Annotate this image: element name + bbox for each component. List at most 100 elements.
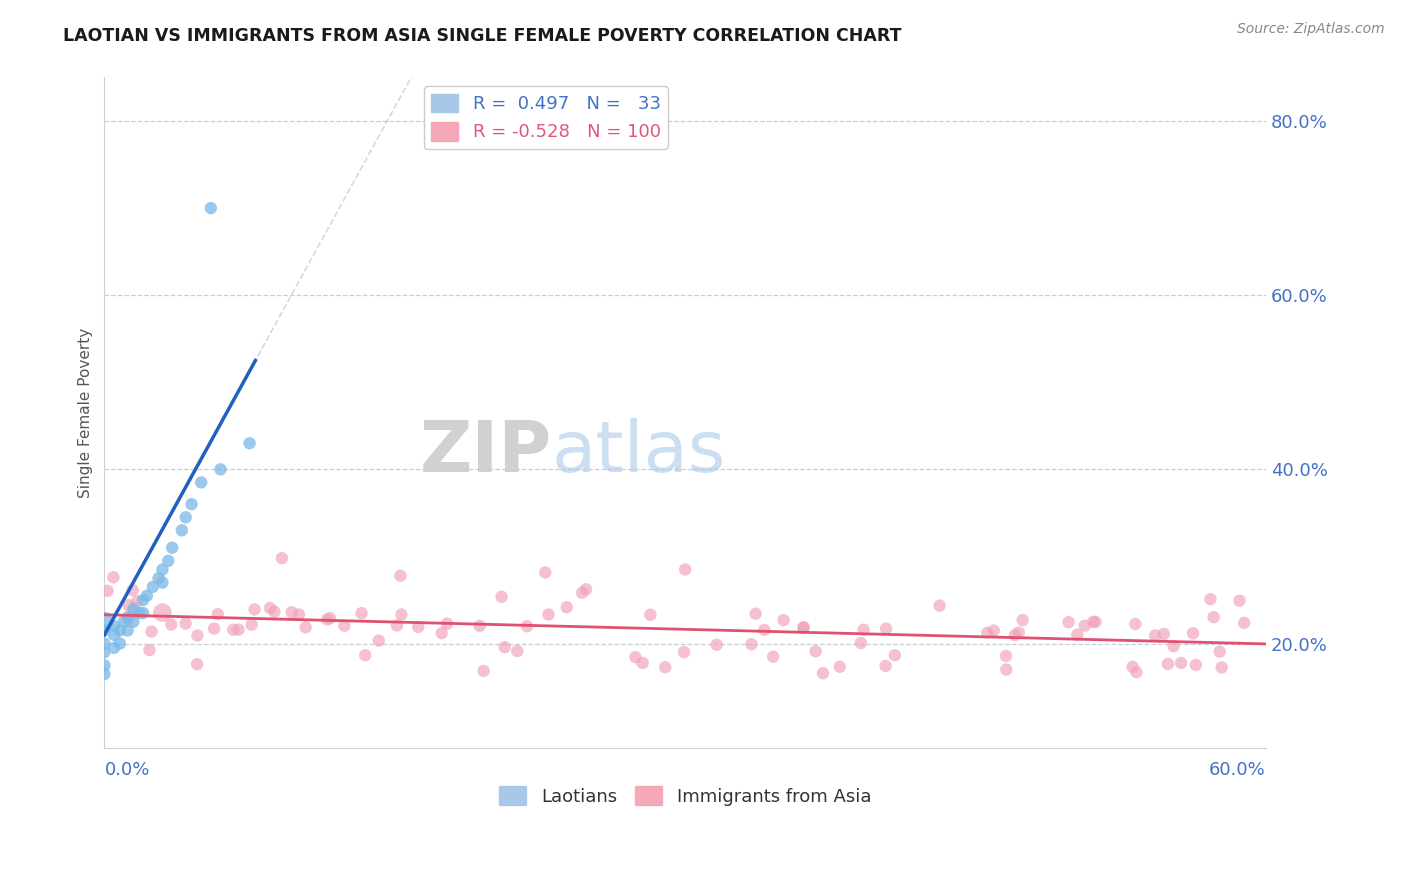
Point	[190, 475, 212, 490]
Point	[200, 201, 222, 215]
Point	[259, 601, 281, 615]
Point	[117, 610, 139, 624]
Point	[202, 622, 225, 636]
Point	[983, 624, 1005, 638]
Point	[555, 600, 578, 615]
Point	[160, 541, 183, 555]
Point	[209, 462, 232, 476]
Point	[468, 619, 491, 633]
Point	[1182, 626, 1205, 640]
Point	[575, 582, 598, 597]
Point	[534, 566, 557, 580]
Point	[792, 621, 814, 635]
Point	[1066, 628, 1088, 642]
Point	[103, 640, 125, 655]
Point	[516, 619, 538, 633]
Point	[136, 589, 159, 603]
Point	[228, 623, 250, 637]
Text: 60.0%: 60.0%	[1209, 761, 1265, 779]
Point	[1211, 660, 1233, 674]
Point	[117, 598, 139, 612]
Point	[174, 616, 197, 631]
Point	[294, 620, 316, 634]
Point	[122, 615, 145, 629]
Point	[93, 658, 115, 673]
Point	[1008, 625, 1031, 640]
Point	[93, 636, 115, 650]
Point	[142, 580, 165, 594]
Point	[640, 607, 662, 622]
Point	[117, 624, 139, 638]
Point	[128, 606, 150, 620]
Point	[1170, 656, 1192, 670]
Point	[103, 628, 125, 642]
Point	[389, 568, 412, 582]
Point	[762, 649, 785, 664]
Point	[740, 637, 762, 651]
Text: Source: ZipAtlas.com: Source: ZipAtlas.com	[1237, 22, 1385, 37]
Point	[772, 613, 794, 627]
Point	[672, 645, 695, 659]
Point	[367, 633, 389, 648]
Point	[117, 612, 139, 626]
Point	[180, 497, 202, 511]
Y-axis label: Single Female Poverty: Single Female Poverty	[79, 327, 93, 498]
Point	[811, 666, 834, 681]
Point	[1122, 660, 1144, 674]
Point	[744, 607, 766, 621]
Point	[354, 648, 377, 663]
Point	[1229, 593, 1251, 607]
Point	[122, 601, 145, 615]
Point	[93, 667, 115, 681]
Point	[222, 623, 245, 637]
Point	[93, 624, 115, 638]
Point	[319, 611, 342, 625]
Point	[828, 659, 851, 673]
Point	[706, 638, 728, 652]
Point	[406, 620, 429, 634]
Point	[132, 593, 155, 607]
Point	[875, 659, 897, 673]
Point	[537, 607, 560, 622]
Point	[103, 619, 125, 633]
Point	[654, 660, 676, 674]
Point	[239, 436, 262, 450]
Point	[127, 594, 149, 608]
Point	[995, 663, 1018, 677]
Point	[186, 628, 208, 642]
Point	[150, 606, 173, 620]
Point	[436, 616, 458, 631]
Point	[1157, 657, 1180, 671]
Point	[385, 618, 408, 632]
Point	[430, 626, 453, 640]
Point	[1084, 615, 1107, 629]
Point	[1144, 628, 1167, 642]
Point	[1202, 610, 1225, 624]
Point	[1004, 628, 1026, 642]
Point	[280, 605, 302, 619]
Point	[93, 645, 115, 659]
Point	[138, 643, 160, 657]
Point	[506, 644, 529, 658]
Point	[350, 606, 373, 620]
Point	[112, 615, 135, 629]
Point	[243, 602, 266, 616]
Point	[103, 570, 125, 584]
Text: 0.0%: 0.0%	[104, 761, 150, 779]
Point	[132, 606, 155, 620]
Point	[571, 586, 593, 600]
Point	[157, 554, 180, 568]
Point	[793, 620, 815, 634]
Point	[1011, 613, 1033, 627]
Point	[240, 617, 263, 632]
Point	[1163, 639, 1185, 653]
Point	[316, 612, 339, 626]
Point	[389, 607, 412, 622]
Point	[148, 571, 170, 585]
Point	[883, 648, 905, 663]
Point	[1208, 645, 1230, 659]
Point	[333, 619, 356, 633]
Point	[271, 551, 294, 566]
Point	[1083, 615, 1105, 629]
Point	[491, 590, 513, 604]
